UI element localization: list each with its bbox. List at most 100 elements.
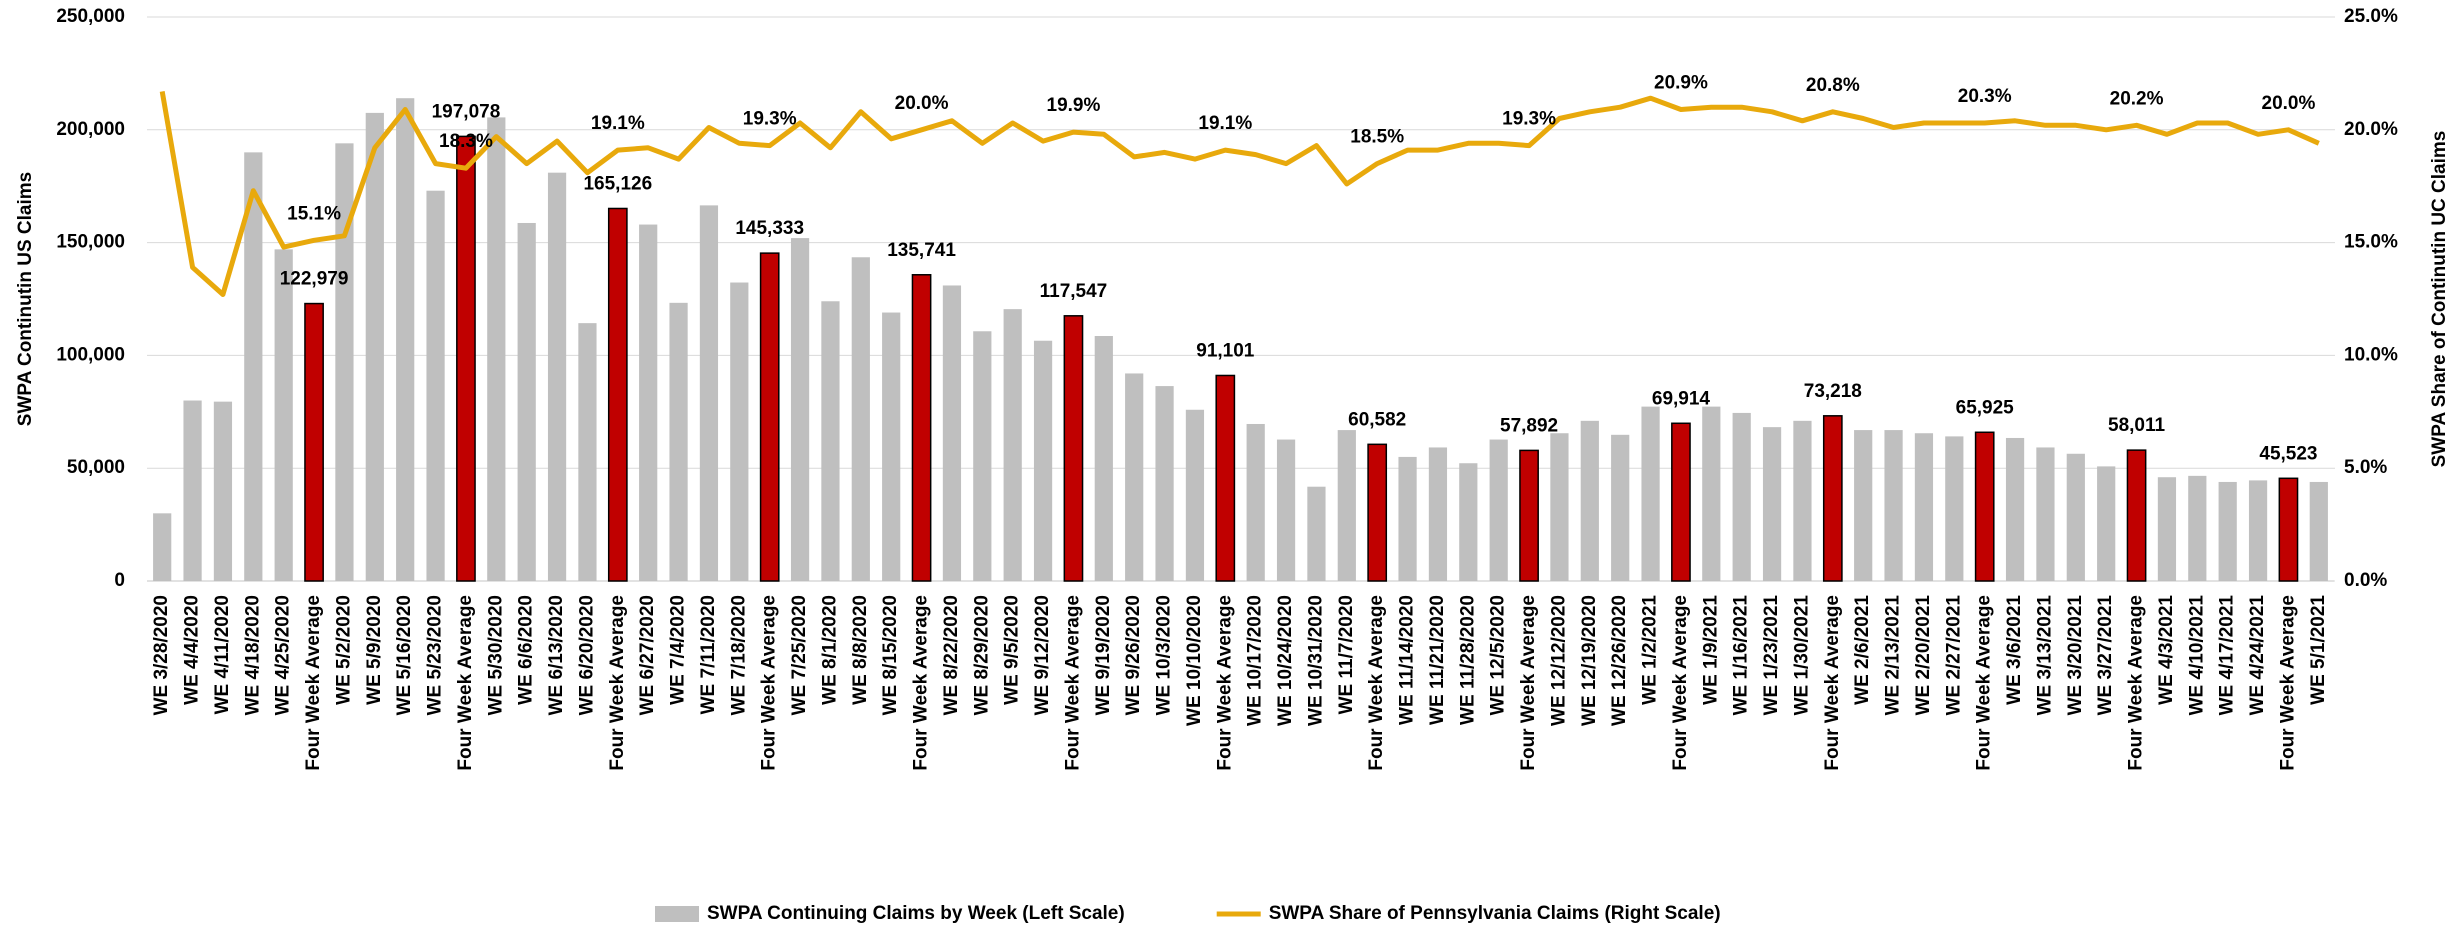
bar (851, 257, 870, 581)
y-tick-label: 150,000 (56, 232, 125, 253)
x-tick-label: WE 1/9/2021 (1700, 595, 1721, 705)
bar (2278, 477, 2299, 582)
bar (1063, 315, 1084, 582)
x-tick-label: WE 5/23/2020 (425, 595, 446, 715)
x-tick-label: Four Week Average (1518, 595, 1539, 771)
bar (1276, 439, 1296, 581)
x-tick-label: WE 7/4/2020 (668, 595, 689, 705)
x-tick-label: WE 3/13/2021 (2034, 595, 2055, 716)
bar (1155, 386, 1174, 581)
bar (1519, 449, 1539, 582)
x-tick-label: Four Week Average (1974, 595, 1995, 771)
bar (456, 135, 476, 582)
x-tick-label: WE 8/15/2020 (880, 595, 901, 715)
x-tick-label: WE 8/22/2020 (941, 595, 962, 715)
line-value-label: 18.5% (1350, 127, 1404, 148)
bar (790, 238, 810, 581)
bar (183, 400, 202, 581)
bar (1489, 439, 1508, 581)
bar (1762, 427, 1782, 581)
bar (942, 285, 962, 581)
x-tick-label: WE 10/10/2020 (1184, 595, 1205, 726)
y2-tick-label: 25.0% (2344, 6, 2398, 27)
line-value-label: 20.8% (1806, 75, 1860, 96)
bar (882, 312, 901, 581)
x-tick-label: WE 4/3/2021 (2156, 595, 2177, 705)
bar-value-label: 73,218 (1804, 381, 1862, 402)
x-tick-label: Four Week Average (911, 595, 932, 771)
legend-label: SWPA Share of Pennsylvania Claims (Right… (1269, 903, 1721, 924)
line-value-label: 20.3% (1958, 86, 2012, 107)
bar (1822, 415, 1843, 582)
x-tick-label: WE 2/20/2021 (1913, 595, 1934, 716)
x-tick-label: WE 3/6/2021 (2004, 595, 2025, 705)
x-tick-label: WE 5/2/2020 (333, 595, 354, 705)
bar (365, 112, 384, 581)
bar-value-label: 122,979 (280, 269, 349, 290)
line-value-label: 18.3% (439, 131, 493, 152)
x-tick-label: WE 5/16/2020 (394, 595, 415, 715)
x-tick-label: WE 11/28/2020 (1457, 595, 1478, 725)
bar (1884, 430, 1903, 581)
bar (1732, 412, 1751, 581)
x-tick-label: WE 10/31/2020 (1305, 595, 1326, 726)
x-tick-label: Four Week Average (607, 595, 628, 771)
x-tick-label: WE 11/14/2020 (1397, 595, 1418, 725)
x-tick-label: WE 7/25/2020 (789, 595, 810, 715)
y-tick-label: 200,000 (56, 119, 125, 140)
bar (1641, 406, 1660, 581)
bar (1398, 456, 1417, 581)
line-value-label: 19.3% (1502, 109, 1556, 130)
bar (517, 222, 536, 582)
x-tick-label: WE 4/24/2021 (2247, 595, 2268, 716)
bar (1854, 430, 1873, 581)
x-tick-label: WE 1/23/2021 (1761, 595, 1782, 716)
x-tick-label: WE 4/10/2021 (2186, 595, 2207, 716)
bar (639, 224, 658, 581)
x-tick-label: WE 9/19/2020 (1093, 595, 1114, 715)
line-value-label: 15.1% (287, 203, 341, 224)
x-tick-label: Four Week Average (759, 595, 780, 771)
bar (1125, 373, 1144, 581)
x-tick-label: WE 8/1/2020 (819, 595, 840, 705)
line-value-label: 20.2% (2110, 88, 2164, 109)
bar (396, 98, 415, 581)
bar (2248, 480, 2268, 581)
bar (2005, 437, 2025, 581)
y2-tick-label: 10.0% (2344, 344, 2398, 365)
x-tick-label: WE 6/20/2020 (576, 595, 597, 715)
x-tick-label: WE 9/12/2020 (1032, 595, 1053, 715)
line-value-label: 20.0% (895, 93, 949, 114)
y2-tick-label: 0.0% (2344, 570, 2387, 591)
y2-tick-label: 15.0% (2344, 232, 2398, 253)
line (159, 90, 2320, 297)
x-tick-label: WE 8/29/2020 (971, 595, 992, 715)
bar-value-label: 45,523 (2259, 443, 2317, 464)
bar (304, 302, 324, 582)
line-value-label: 19.1% (1198, 113, 1252, 134)
bar (669, 302, 688, 581)
bar (2188, 475, 2207, 581)
bar (759, 252, 780, 582)
y-tick-label: 100,000 (56, 344, 125, 365)
x-tick-label: Four Week Average (2277, 595, 2298, 771)
bar (1094, 335, 1113, 581)
bar (335, 143, 354, 581)
x-tick-label: WE 5/30/2020 (485, 595, 506, 715)
bar (578, 323, 597, 581)
x-tick-label: WE 7/11/2020 (698, 595, 719, 714)
line-value-label: 20.0% (2262, 93, 2316, 114)
bar (1974, 431, 1995, 582)
x-tick-label: WE 5/9/2020 (364, 595, 385, 705)
x-tick-label: WE 3/27/2021 (2095, 595, 2116, 716)
legend-swatch (655, 906, 699, 922)
bar (607, 207, 628, 582)
bar (1793, 420, 1812, 581)
bar (2036, 447, 2055, 581)
bar (1611, 434, 1630, 581)
x-tick-label: Four Week Average (1214, 595, 1235, 771)
y2-tick-label: 5.0% (2344, 457, 2387, 478)
bar (1003, 309, 1022, 581)
x-tick-label: Four Week Average (1822, 595, 1843, 771)
bar (730, 282, 749, 581)
